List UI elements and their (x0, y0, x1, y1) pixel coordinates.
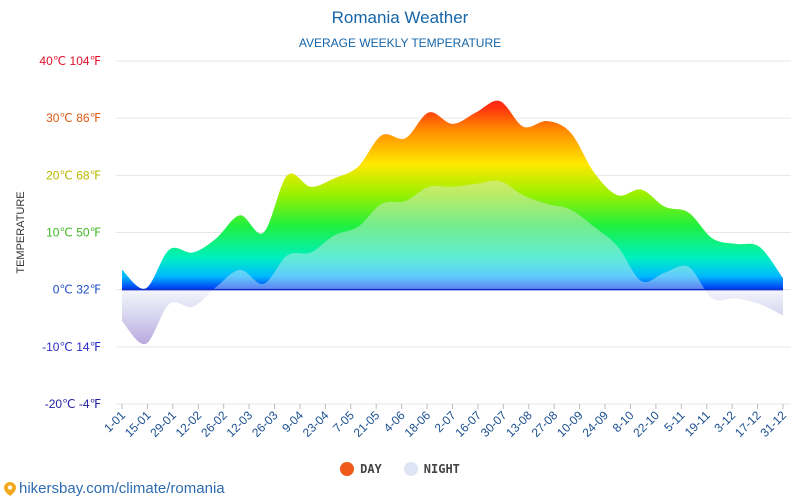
night-temperature-area[interactable] (122, 180, 783, 345)
x-tick-label: 31-12 (758, 408, 790, 440)
chart-subtitle: AVERAGE WEEKLY TEMPERATURE (298, 36, 502, 50)
map-pin-icon (4, 481, 16, 496)
legend-night-swatch (403, 462, 418, 476)
x-tick-label: 17-12 (732, 408, 764, 440)
y-axis-label: TEMPERATURE (15, 191, 27, 273)
x-tick-label: 12-03 (224, 408, 256, 440)
x-tick-label: 12-02 (173, 408, 205, 440)
x-tick-label: 15-01 (122, 408, 154, 440)
x-tick-label: 22-10 (630, 408, 662, 440)
source-text: hikersbay.com/climate/romania (19, 480, 225, 497)
x-tick-label: 26-02 (198, 408, 230, 440)
x-tick-label: 18-06 (402, 408, 434, 440)
legend-day[interactable]: DAY (340, 462, 382, 476)
y-tick-label: 30℃ 86℉ (46, 111, 101, 125)
y-tick-label: -20℃ -4℉ (45, 397, 101, 411)
y-tick-label: 0℃ 32℉ (53, 283, 101, 297)
x-tick-label: 27-08 (529, 408, 561, 440)
x-tick-label: 16-07 (452, 408, 484, 440)
legend-day-swatch (340, 462, 355, 476)
x-tick-label: 21-05 (351, 408, 383, 440)
y-tick-label: 40℃ 104℉ (39, 54, 101, 68)
x-tick-label: 23-04 (300, 408, 332, 440)
chart-legend: DAY NIGHT (0, 462, 800, 476)
y-tick-label: 20℃ 68℉ (46, 168, 101, 182)
x-tick-label: 24-09 (580, 408, 612, 440)
chart-title: Romania Weather (331, 8, 469, 27)
x-tick-label: 29-01 (147, 408, 179, 440)
x-tick-label: 19-11 (682, 408, 713, 439)
y-tick-label: -10℃ 14℉ (42, 340, 101, 354)
legend-night-label: NIGHT (423, 462, 460, 476)
y-tick-label: 10℃ 50℉ (46, 226, 101, 240)
x-tick-label: 13-08 (503, 408, 535, 440)
x-tick-label: 30-07 (478, 408, 510, 440)
legend-night[interactable]: NIGHT (403, 462, 460, 476)
legend-day-label: DAY (360, 462, 382, 476)
x-tick-label: 10-09 (554, 408, 586, 440)
x-tick-label: 26-03 (249, 408, 281, 440)
source-link[interactable]: hikersbay.com/climate/romania (4, 480, 225, 497)
